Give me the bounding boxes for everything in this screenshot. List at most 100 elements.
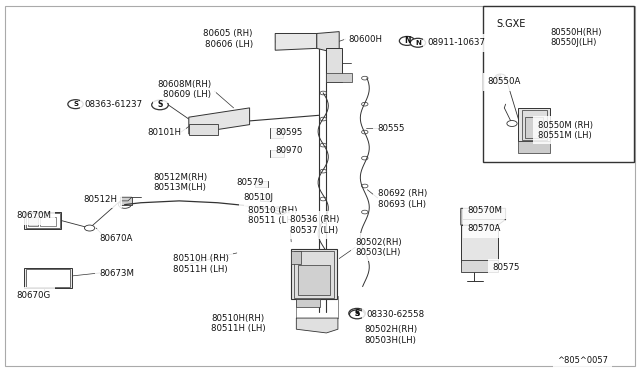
Text: 80595: 80595 (275, 128, 303, 137)
Text: 08363-61237: 08363-61237 (84, 100, 143, 109)
Bar (291, 251, 301, 264)
Text: 80579: 80579 (237, 178, 264, 187)
Text: 80570A: 80570A (467, 224, 500, 233)
Bar (294, 251, 334, 298)
Text: S.GXE: S.GXE (496, 19, 525, 29)
Polygon shape (189, 108, 250, 134)
Polygon shape (296, 299, 320, 307)
Circle shape (68, 100, 83, 109)
Circle shape (194, 128, 200, 131)
Text: N: N (404, 36, 410, 45)
Polygon shape (296, 318, 338, 333)
Bar (24, 212, 61, 229)
Text: 08911-10637: 08911-10637 (427, 38, 485, 47)
Text: 80670G: 80670G (16, 291, 51, 300)
Text: 80510J: 80510J (243, 193, 273, 202)
Bar (26, 213, 60, 228)
Text: S: S (355, 311, 360, 317)
Text: 80608M(RH)
80609 (LH): 80608M(RH) 80609 (LH) (157, 80, 211, 99)
Circle shape (362, 156, 368, 160)
Text: 80510H (RH)
80511H (LH): 80510H (RH) 80511H (LH) (173, 254, 228, 274)
Circle shape (362, 184, 368, 188)
Bar (24, 268, 72, 288)
Circle shape (320, 197, 326, 201)
Circle shape (470, 238, 490, 250)
Text: 80550A: 80550A (488, 77, 521, 86)
Circle shape (215, 119, 224, 124)
Circle shape (289, 38, 298, 44)
Circle shape (200, 119, 209, 124)
Bar (326, 48, 342, 82)
Circle shape (152, 100, 168, 110)
Text: 08330-62558: 08330-62558 (366, 310, 424, 319)
Circle shape (507, 121, 517, 126)
Bar (40, 217, 56, 226)
Circle shape (320, 223, 326, 227)
Text: S: S (355, 309, 360, 318)
Bar (525, 117, 543, 138)
Circle shape (118, 201, 131, 208)
Bar (518, 141, 550, 153)
Bar (120, 197, 132, 205)
Text: 80605 (RH)
80606 (LH): 80605 (RH) 80606 (LH) (204, 29, 253, 49)
Text: 80550H(RH)
80550J(LH): 80550H(RH) 80550J(LH) (550, 28, 602, 47)
Circle shape (349, 308, 365, 318)
Circle shape (280, 38, 289, 44)
Bar (255, 181, 268, 187)
Polygon shape (317, 32, 339, 54)
Bar (28, 217, 38, 226)
Text: 80692 (RH)
80693 (LH): 80692 (RH) 80693 (LH) (378, 189, 427, 209)
Circle shape (320, 117, 326, 121)
Bar (189, 124, 218, 135)
Polygon shape (275, 33, 317, 50)
Circle shape (349, 310, 365, 319)
Text: N: N (415, 40, 421, 46)
Text: 80970: 80970 (275, 146, 303, 155)
Polygon shape (492, 74, 500, 84)
Text: 80575: 80575 (493, 263, 520, 272)
Bar (270, 128, 283, 138)
Bar (483, 6, 634, 162)
Polygon shape (461, 208, 506, 225)
Bar (461, 260, 498, 272)
Text: 80570M: 80570M (467, 206, 502, 215)
Circle shape (362, 130, 368, 134)
Text: ^805^0057: ^805^0057 (557, 356, 608, 365)
Text: 80101H: 80101H (147, 128, 181, 137)
Text: 80555: 80555 (378, 124, 405, 133)
Text: 80502H(RH)
80503H(LH): 80502H(RH) 80503H(LH) (365, 325, 418, 344)
Circle shape (476, 241, 486, 247)
Bar (518, 108, 550, 141)
Circle shape (362, 76, 368, 80)
Circle shape (320, 143, 326, 147)
Bar (461, 225, 498, 262)
Bar (326, 73, 352, 82)
Text: 80673M: 80673M (99, 269, 134, 278)
Text: 80512H: 80512H (83, 195, 117, 203)
Text: 80550M (RH)
80551M (LH): 80550M (RH) 80551M (LH) (538, 121, 593, 140)
Bar (26, 269, 70, 287)
Bar (260, 194, 270, 201)
Bar (291, 249, 337, 299)
Circle shape (320, 169, 326, 173)
Text: 80510H(RH)
80511H (LH): 80510H(RH) 80511H (LH) (211, 314, 266, 333)
Circle shape (399, 36, 415, 45)
Circle shape (495, 74, 506, 80)
Text: 80510 (RH)
80511 (LH): 80510 (RH) 80511 (LH) (248, 206, 298, 225)
Bar (296, 296, 338, 318)
Circle shape (410, 38, 426, 47)
Circle shape (362, 210, 368, 214)
Text: S: S (73, 101, 78, 107)
Text: 80512M(RH)
80513M(LH): 80512M(RH) 80513M(LH) (154, 173, 208, 192)
Text: 80536 (RH)
80537 (LH): 80536 (RH) 80537 (LH) (290, 215, 339, 235)
Circle shape (205, 128, 211, 131)
Text: 80502(RH)
80503(LH): 80502(RH) 80503(LH) (355, 238, 402, 257)
Bar (298, 265, 330, 295)
Text: 80670A: 80670A (99, 234, 132, 243)
Text: 80600H: 80600H (349, 35, 383, 44)
Circle shape (230, 119, 239, 124)
Bar (270, 150, 284, 157)
Bar (522, 110, 547, 140)
Circle shape (275, 208, 286, 215)
Circle shape (320, 91, 326, 95)
